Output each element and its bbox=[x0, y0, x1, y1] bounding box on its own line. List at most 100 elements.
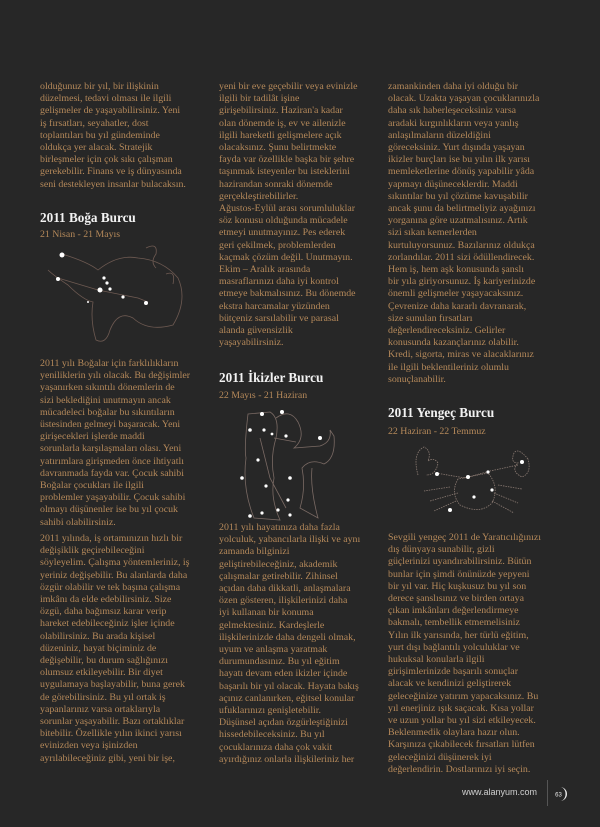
text-line: olabilirsiniz. Bu arada kişisel bbox=[40, 630, 156, 642]
text-line: sizi sıkan kemerlerden bbox=[388, 227, 477, 239]
text-line: olumsuz etkileyebilir. Bir diyet bbox=[40, 667, 163, 679]
text-line: olacak. Uzakta yaşayan çocuklarınızla bbox=[388, 93, 540, 105]
text-line: açıdan daha dikkatli, anlaşmalara bbox=[219, 583, 351, 595]
text-line: ayrılabileceğiniz gibi, yeni bir işe, bbox=[40, 752, 175, 764]
text-line: yeniliklerin yılı olacak. Bu değişimler bbox=[40, 370, 191, 382]
text-line: söyleyelim. Çalışma yöntemleriniz, iş bbox=[40, 557, 190, 569]
text-line: özgür olabilir ve tek başına çalışma bbox=[40, 581, 181, 593]
text-line: dış dünyaya sunabilir, gizli bbox=[388, 544, 495, 556]
text-line: güçlerinizi uyandırabilirsiniz. Bütün bbox=[388, 556, 532, 568]
text-line: Hem iş, hem aşk konusunda şanslı bbox=[388, 264, 525, 276]
gemini-continued-paragraph: zamankinden daha iyi olduğu bir olacak. U… bbox=[388, 81, 539, 386]
text-line: gelişmeler de yaşayabilirsiniz. Yeni bbox=[40, 105, 181, 117]
text-line: özgü, daha bağımsız karar verip bbox=[40, 606, 167, 618]
gemini-dates: 22 Mayıs - 21 Haziran bbox=[219, 390, 308, 401]
text-line: açınız canlanırken, eğitsel konular bbox=[219, 692, 355, 704]
text-line: yapanlarınız varsa ortaklarıyla bbox=[40, 703, 161, 715]
text-line: 2011 yılı hayatınıza daha fazla bbox=[219, 522, 340, 533]
text-line: oldukça yer alacak. Stratejik bbox=[40, 142, 153, 154]
text-line: alacak ve kendinizi geliştirerek bbox=[388, 678, 512, 690]
footer-divider bbox=[547, 780, 548, 806]
text-line: değişiklik geçirebileceğini bbox=[40, 545, 145, 557]
text-line: durumundasınız. Bu yıl eğitim bbox=[219, 656, 340, 668]
text-line: ekstra harcamalar yüzünden bbox=[219, 300, 330, 312]
text-line: yolculuk, yabancılarla ilişki ve aynı bbox=[219, 534, 361, 546]
text-line: evinizden veya işinizden bbox=[40, 740, 138, 752]
text-line: imkânı da elde edebilirsiniz. Size bbox=[40, 594, 172, 606]
text-line: ile ilgili beklentileriniz olumlu bbox=[388, 361, 509, 373]
text-line: kurtuluyorsunuz. Bazılarınız oldukça bbox=[388, 239, 535, 251]
text-line: değişebilir, bu durum sağlığınızı bbox=[40, 655, 168, 667]
text-line: girişecekleri işlerde maddi bbox=[40, 431, 145, 443]
text-line: olmayı düşünenler ise bu yıl çocuk bbox=[40, 504, 178, 516]
taurus-continued-paragraph: yeni bir eve geçebilir veya evinizle ilgi… bbox=[219, 81, 357, 349]
text-line: sizi beklediğini unutmayın ancak bbox=[40, 394, 171, 406]
text-line: ilgili bir tadilât işine bbox=[219, 93, 300, 105]
text-line: düzelmesi, tedavi olması ile ilgili bbox=[40, 93, 172, 105]
text-line: geliştirebileceğiniz, akademik bbox=[219, 558, 338, 570]
text-line: geleceğinize yatırım yapacaksınız. Bu bbox=[388, 690, 539, 702]
text-line: iş fırsatları, seyahatler, dost bbox=[40, 117, 149, 129]
text-line: bitebilir. Özellikle yılın ikinci yarısı bbox=[40, 728, 182, 740]
text-line: alanda güvensizlik bbox=[219, 325, 293, 337]
gemini-paragraph: 2011 yılı hayatınıza daha fazla yolculuk,… bbox=[219, 522, 360, 766]
text-line: mücadeleci boğalar bu sıkıntıların bbox=[40, 406, 175, 418]
text-line: hayatı devam eden ikizler içinde bbox=[219, 668, 348, 680]
gemini-constellation-image bbox=[240, 410, 335, 521]
text-line: yaşayabilirsiniz. bbox=[219, 337, 284, 349]
text-line: Yılın ilk yarısında, her türlü eğitim, bbox=[388, 629, 529, 641]
text-line: problemler yaşayabilir. Çocuk sahibi bbox=[40, 492, 186, 504]
text-line: geleceğinizi düşünerek iyi bbox=[388, 751, 492, 763]
text-line: bakmalı, tembellik etmemelisiniz bbox=[388, 617, 520, 629]
text-line: taşınmak isteyenler bu isteklerini bbox=[219, 166, 350, 178]
text-line: yapmayı düşüneceklerdir. Maddi bbox=[388, 178, 518, 190]
text-line: bir yıla giriyorsunuz. İş kariyerinizde bbox=[388, 276, 536, 288]
taurus-intro-paragraph: olduğunuz bir yıl, bir ilişkinin düzelmes… bbox=[40, 81, 186, 191]
text-line: gelmektesiniz. Kardeşlerle bbox=[219, 619, 325, 631]
taurus-paragraph-1: 2011 yılı Boğalar için farklılıkların yen… bbox=[40, 358, 190, 529]
text-line: de görebilirsiniz. Bu yıl ortak iş bbox=[40, 691, 166, 703]
cancer-paragraph: Sevgili yengeç 2011 de Yaratıcılığınızı d… bbox=[388, 532, 541, 776]
text-line: ikizler burçları ise bu yılın ilk yarısı bbox=[388, 154, 531, 166]
website-link[interactable]: www.alanyum.com bbox=[462, 787, 538, 797]
text-line: masraflarınızı daha iyi kontrol bbox=[219, 276, 339, 288]
text-line: zorlandılar. 2011 sizi ödüllendirecek. bbox=[388, 251, 535, 263]
text-line: aradaki kırgınlıkların veya yanlış bbox=[388, 117, 519, 129]
taurus-heading: 2011 Boğa Burcu bbox=[40, 210, 136, 225]
text-line: bir yıl var. Hiç kuşkusuz bu yıl son bbox=[388, 580, 527, 592]
text-line: birleşmeler için çok sıkı çalışman bbox=[40, 154, 173, 166]
text-line: geri çekilmek, problemlerden bbox=[219, 239, 336, 251]
text-line: üstesinden gelmeyi başaracak. Yeni bbox=[40, 419, 181, 431]
text-line: size sunulan fırsatları bbox=[388, 312, 473, 324]
text-line: davranmada fayda var. Çocuk sahibi bbox=[40, 467, 184, 479]
text-line: bütçeniz sarsılabilir ve parasal bbox=[219, 312, 339, 324]
text-line: çıkan imkânları değerlendirmeye bbox=[388, 605, 519, 617]
text-line: 2011 yılında, iş ortamınızın hızlı bir bbox=[40, 533, 183, 544]
text-line: anlaşılmaların düzeldiğini bbox=[388, 129, 491, 141]
text-line: sonuçlanabilir. bbox=[388, 373, 446, 385]
page-number: 63 bbox=[555, 793, 562, 799]
text-line: yurt dışı bağlantılı yolculuklar ve bbox=[388, 641, 520, 653]
text-line: ve uzun yollar bu yıl sizi etkileyecek. bbox=[388, 715, 536, 727]
text-line: hissedebileceksiniz. Bu yıl bbox=[219, 729, 325, 741]
text-line: Sevgili yengeç 2011 de Yaratıcılığınızı bbox=[388, 532, 541, 543]
cancer-dates: 22 Haziran - 22 Temmuz bbox=[388, 426, 486, 437]
text-line: toplantıları bu yıl gündeminde bbox=[40, 129, 160, 141]
text-line: ilişkilerinizde daha dengeli olmak, bbox=[219, 631, 356, 643]
text-line: özen gösteren, ilişkilerinizi daha bbox=[219, 595, 348, 607]
text-line: Karşınıza çıkabilecek fırsatları lütfen bbox=[388, 739, 535, 751]
text-line: ufuklarınızı genişletebilir. bbox=[219, 705, 322, 717]
text-line: daha sık haberleşeceksiniz varsa bbox=[388, 105, 517, 117]
text-line: iyi kullanan bir konuma bbox=[219, 607, 314, 619]
text-line: derece şanslısınız ve birden ortaya bbox=[388, 593, 524, 605]
text-line: girişimlerinizde başarılı sonuçlar bbox=[388, 666, 518, 678]
text-line: yaşanırken sıkıntılı dönemlerin de bbox=[40, 382, 175, 394]
text-line: Ekim – Aralık arasında bbox=[219, 264, 311, 276]
text-line: Kredi, sigorta, miras ve alacaklarınız bbox=[388, 349, 534, 361]
text-line: etmeyi unutmayınız. Pes ederek bbox=[219, 227, 346, 239]
text-line: gerçekleştirebilirler. bbox=[219, 190, 299, 202]
text-line: önemli gelişmeler yaşayacaksınız. bbox=[388, 288, 524, 300]
text-line: hareket edebileceğiniz işler içinde bbox=[40, 618, 175, 630]
text-line: yorganına göre uzatmalısınız. Artık bbox=[388, 215, 528, 227]
text-line: Ağustos-Eylül arası sorumluluklar bbox=[219, 203, 356, 215]
